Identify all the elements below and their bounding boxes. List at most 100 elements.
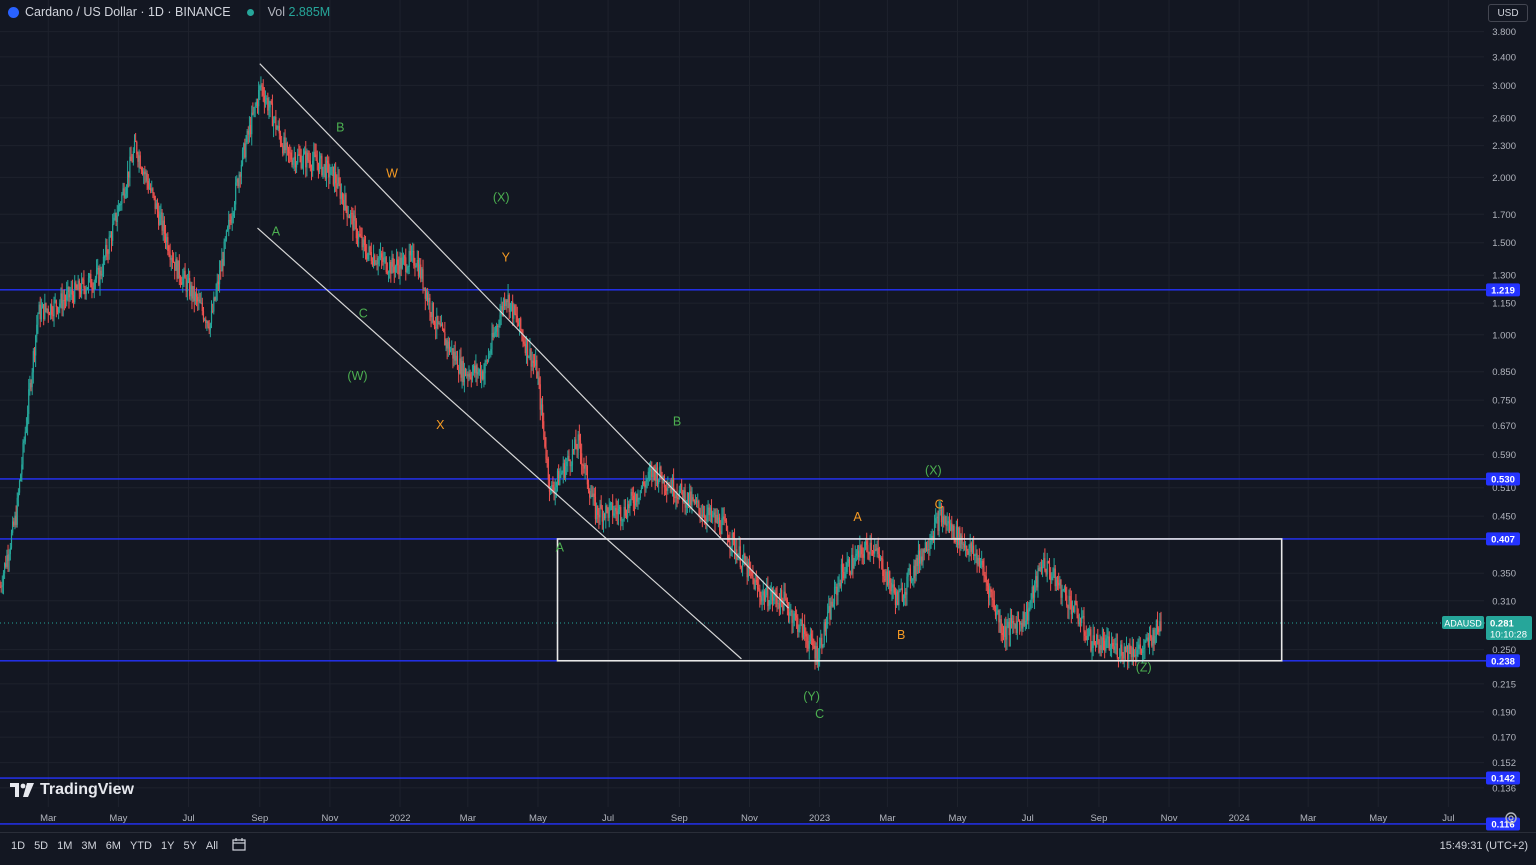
candle-body <box>315 154 317 161</box>
candle-body <box>824 622 826 632</box>
candle-body <box>892 584 894 588</box>
candle-body <box>733 537 736 553</box>
range-button-3m[interactable]: 3M <box>81 840 97 852</box>
candle-body <box>1045 570 1047 575</box>
candle-body <box>763 591 766 601</box>
range-button-all[interactable]: All <box>205 840 219 852</box>
range-button-5d[interactable]: 5D <box>34 840 49 852</box>
candle-body <box>754 579 756 590</box>
candle-body <box>745 561 747 565</box>
candle-body <box>481 371 483 379</box>
candle-body <box>986 582 989 586</box>
candle-body <box>417 260 420 277</box>
candle-body <box>132 151 134 163</box>
candle-body <box>804 624 806 634</box>
candle-body <box>275 116 277 130</box>
candle-body <box>212 310 214 312</box>
range-button-6m[interactable]: 6M <box>105 840 121 852</box>
symbol-title[interactable]: Cardano / US Dollar · 1D · BINANCE <box>25 5 231 19</box>
candle-body <box>158 211 160 225</box>
tradingview-brand: TradingView <box>40 781 134 798</box>
clock[interactable]: 15:49:31 (UTC+2) <box>1439 840 1528 852</box>
time-tick-label: Sep <box>251 813 268 824</box>
candle-body <box>766 586 768 596</box>
candle-body <box>436 315 438 329</box>
candle-body <box>574 439 576 451</box>
candle-body <box>1046 561 1048 575</box>
time-axis[interactable]: Mar May Jul Sep Nov 2022 Mar May Jul Sep Nov 2023 Ma… <box>40 813 1454 824</box>
candle-body <box>697 501 699 503</box>
candle-body <box>595 505 598 519</box>
candle-body <box>939 509 941 511</box>
candle-body <box>169 254 171 260</box>
candle-body <box>1060 579 1062 598</box>
candle-body <box>107 253 109 255</box>
range-button-1m[interactable]: 1M <box>57 840 73 852</box>
candle-body <box>521 330 523 335</box>
wave-label: C <box>815 707 824 721</box>
candle-body <box>135 140 137 142</box>
candle-body <box>898 592 900 606</box>
candle-body <box>932 535 934 540</box>
time-tick-label: Mar <box>460 813 476 824</box>
tradingview-logo[interactable]: TradingView <box>10 781 134 799</box>
calendar-range-icon[interactable] <box>232 838 246 851</box>
candle-body <box>907 570 909 577</box>
candle-body <box>1094 644 1097 648</box>
price-tick-label: 0.152 <box>1492 758 1516 769</box>
candle-body <box>408 251 410 267</box>
candle-body <box>655 467 657 481</box>
candle-body <box>143 171 145 175</box>
range-button-1y[interactable]: 1Y <box>160 840 175 852</box>
candle-body <box>1 585 3 587</box>
candle-body <box>989 588 991 598</box>
candle-body <box>862 554 864 558</box>
settings-icon[interactable] <box>1504 811 1518 825</box>
price-axis[interactable]: 3.800 3.400 3.000 2.600 2.300 2.000 1.700 1.500… <box>1442 27 1532 831</box>
candle-body <box>458 369 460 374</box>
candle-body <box>1116 643 1118 658</box>
candle-body <box>477 371 479 375</box>
price-tick-label: 1.700 <box>1492 210 1516 221</box>
candle-body <box>1006 627 1008 640</box>
candle-body <box>84 287 86 294</box>
candle-body <box>105 245 107 257</box>
candle-body <box>428 297 430 303</box>
candle-body <box>871 550 874 552</box>
candle-body <box>499 315 501 327</box>
price-tick-label: 0.350 <box>1492 569 1516 580</box>
candle-body <box>1093 635 1095 645</box>
candle-body <box>429 297 431 313</box>
candle-body <box>994 608 997 616</box>
candle-body <box>656 467 659 484</box>
candle-body <box>353 215 355 231</box>
wave-label: (Z) <box>1136 661 1152 675</box>
currency-button[interactable]: USD <box>1488 4 1528 22</box>
candle-body <box>268 107 270 111</box>
candle-body <box>202 311 205 320</box>
candle-body <box>44 303 46 320</box>
candle-body <box>72 294 75 303</box>
candle-body <box>575 439 577 449</box>
candle-body <box>777 603 779 605</box>
candle-body <box>405 257 407 273</box>
candle-body <box>53 300 55 317</box>
wave-label: (W) <box>347 369 367 383</box>
candle-body <box>730 546 732 548</box>
candle-body <box>1124 646 1126 652</box>
candle-body <box>654 469 656 481</box>
candle-body <box>155 203 157 209</box>
candle-body <box>386 272 388 274</box>
range-button-ytd[interactable]: YTD <box>129 840 152 852</box>
candle-body <box>608 505 610 518</box>
candle-body <box>229 219 231 222</box>
range-button-5y[interactable]: 5Y <box>183 840 197 852</box>
candle-body <box>938 510 940 531</box>
time-tick-label: 2022 <box>389 813 410 824</box>
candle-body <box>523 341 525 344</box>
candle-body <box>674 496 676 499</box>
candle-body <box>324 164 326 179</box>
range-button-1d[interactable]: 1D <box>11 840 26 852</box>
candle-body <box>199 299 201 303</box>
